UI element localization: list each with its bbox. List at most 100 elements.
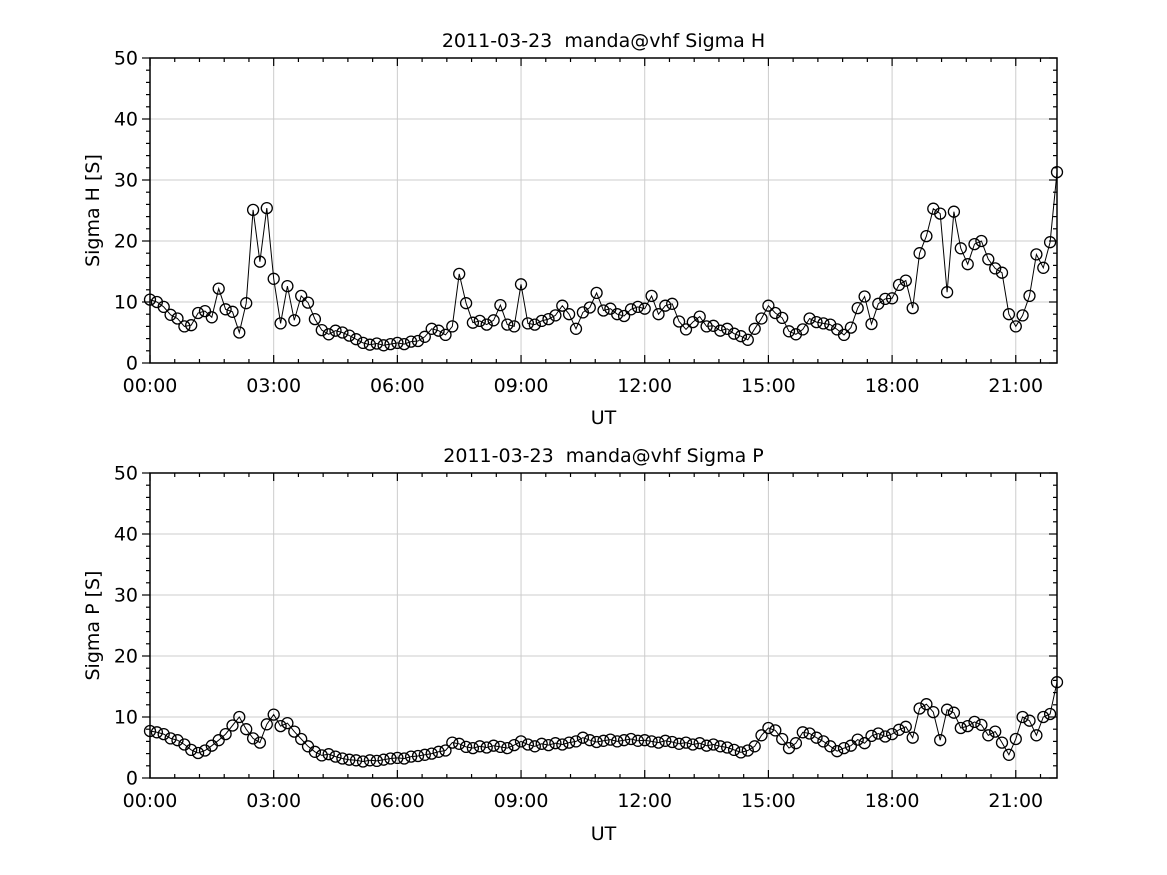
data-point	[308, 312, 322, 326]
data-point	[741, 744, 754, 757]
data-series	[143, 165, 1064, 352]
data-point	[288, 725, 301, 738]
data-point	[404, 335, 418, 348]
data-point	[755, 312, 768, 325]
data-point	[377, 339, 390, 352]
data-point	[583, 301, 596, 314]
data-point	[508, 738, 521, 752]
data-point	[975, 718, 988, 732]
data-point	[274, 317, 287, 330]
y-tick-label: 50	[114, 463, 138, 485]
data-point	[672, 737, 686, 750]
data-point	[906, 731, 919, 744]
data-point	[411, 749, 425, 763]
data-point	[418, 330, 431, 343]
data-point	[226, 719, 239, 732]
data-point	[398, 337, 411, 351]
data-point	[982, 253, 995, 266]
data-point	[233, 326, 246, 339]
data-point	[542, 738, 555, 752]
data-point	[721, 741, 734, 754]
data-point	[453, 737, 466, 750]
data-point	[844, 739, 858, 752]
y-tick-label: 0	[126, 353, 138, 375]
data-point	[336, 326, 349, 339]
data-point	[349, 754, 363, 767]
data-point	[659, 734, 672, 747]
y-tick-label: 10	[114, 292, 138, 314]
data-point	[157, 727, 170, 741]
data-point	[734, 746, 748, 759]
data-point	[844, 321, 858, 334]
data-point	[604, 733, 617, 746]
data-point	[810, 731, 823, 744]
data-point	[514, 735, 528, 748]
y-tick-label: 30	[114, 170, 138, 192]
data-point	[858, 737, 871, 750]
x-tick-label: 00:00	[123, 375, 178, 397]
data-point	[295, 732, 308, 746]
data-point	[666, 297, 679, 310]
data-point	[631, 300, 645, 314]
data-point	[459, 740, 473, 754]
data-point	[240, 723, 253, 736]
data-point	[700, 320, 713, 333]
data-point	[865, 729, 878, 743]
data-point	[253, 736, 267, 749]
data-point	[494, 740, 507, 754]
data-point	[1023, 289, 1036, 303]
data-point	[549, 737, 562, 750]
x-axis-label: UT	[591, 407, 617, 429]
data-point	[576, 731, 590, 744]
data-point	[219, 727, 232, 741]
data-point	[508, 320, 521, 333]
data-point	[934, 734, 947, 747]
y-tick-label: 20	[114, 646, 138, 668]
data-point	[1016, 309, 1029, 322]
data-point	[954, 721, 967, 735]
data-point	[645, 289, 658, 303]
data-point	[528, 318, 541, 331]
data-point	[597, 304, 610, 317]
data-point	[741, 333, 754, 346]
data-point	[982, 729, 995, 742]
data-point	[246, 203, 260, 217]
data-point	[425, 322, 438, 335]
grid-lines	[150, 58, 1057, 363]
series-line	[149, 682, 1058, 763]
x-tick-label: 06:00	[370, 790, 425, 812]
data-point	[446, 320, 459, 333]
axis-labels: 2011-03-23 manda@vhf Sigma H 00:00 03:00 06…	[82, 30, 1043, 429]
data-point	[858, 290, 871, 303]
data-point	[1009, 320, 1022, 333]
data-point	[796, 323, 809, 336]
data-point	[796, 726, 809, 739]
data-point	[961, 719, 974, 733]
data-point	[590, 286, 603, 300]
data-point	[253, 255, 267, 268]
plot-border	[149, 57, 1058, 364]
data-point	[872, 727, 885, 740]
data-point	[480, 741, 493, 754]
data-point	[617, 734, 631, 747]
data-point	[892, 278, 906, 292]
data-point	[329, 750, 342, 763]
data-point	[776, 732, 789, 746]
data-point	[398, 752, 411, 765]
data-point	[776, 311, 789, 325]
data-point	[803, 727, 816, 740]
data-point	[645, 735, 658, 748]
data-point	[432, 324, 445, 337]
data-point	[363, 754, 377, 767]
data-point	[343, 753, 356, 766]
data-point	[1030, 248, 1043, 261]
data-point	[803, 312, 816, 325]
data-point	[322, 328, 335, 341]
data-point	[597, 734, 610, 747]
plot-border	[149, 472, 1058, 779]
y-tick-label: 50	[114, 48, 138, 70]
data-point	[666, 735, 679, 749]
data-point	[569, 735, 583, 748]
data-point	[707, 738, 720, 751]
